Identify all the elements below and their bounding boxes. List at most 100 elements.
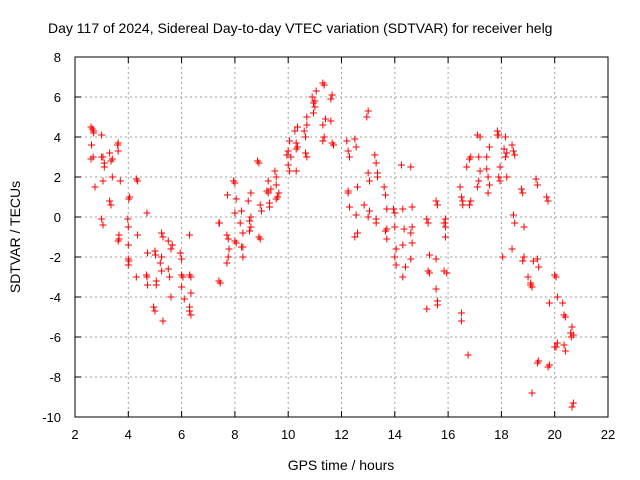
data-point <box>352 143 360 151</box>
data-point <box>151 251 159 259</box>
data-point <box>180 295 188 303</box>
data-point <box>303 113 311 121</box>
x-tick-label: 8 <box>231 427 238 442</box>
data-point <box>302 133 310 141</box>
data-point <box>224 235 232 243</box>
data-point <box>360 201 368 209</box>
data-point <box>552 273 560 281</box>
data-point <box>264 189 272 197</box>
data-point <box>399 205 407 213</box>
x-tick-label: 6 <box>178 427 185 442</box>
x-tick-label: 20 <box>547 427 561 442</box>
data-point <box>380 183 388 191</box>
data-point <box>90 127 98 135</box>
data-point <box>568 403 576 411</box>
data-point <box>247 213 255 221</box>
data-point <box>561 313 569 321</box>
data-point <box>560 341 568 349</box>
data-point <box>300 127 308 135</box>
data-point <box>292 139 300 147</box>
data-point <box>272 195 280 203</box>
data-point <box>345 203 353 211</box>
data-point <box>152 277 160 285</box>
data-point <box>407 163 415 171</box>
data-point <box>186 307 194 315</box>
data-point <box>392 261 400 269</box>
data-point <box>399 273 407 281</box>
data-point <box>543 193 551 201</box>
data-point <box>98 215 106 223</box>
data-point <box>98 131 106 139</box>
data-point <box>247 223 255 231</box>
data-point <box>483 165 491 173</box>
data-point <box>353 229 361 237</box>
data-point <box>158 253 166 261</box>
data-point <box>287 153 295 161</box>
data-point <box>225 245 233 253</box>
data-point <box>476 133 484 141</box>
data-point <box>178 255 186 263</box>
data-point <box>383 205 391 213</box>
data-point <box>178 271 186 279</box>
data-point <box>311 103 319 111</box>
data-point <box>223 259 231 267</box>
data-point <box>124 261 132 269</box>
data-point <box>291 127 299 135</box>
data-point <box>485 181 493 189</box>
data-point <box>134 177 142 185</box>
data-point <box>351 233 359 241</box>
data-point <box>164 237 172 245</box>
grid-layer <box>75 57 608 417</box>
data-point <box>151 307 159 315</box>
data-point <box>423 215 431 223</box>
y-tick-label: -8 <box>49 370 61 385</box>
data-point <box>464 351 472 359</box>
x-tick-label: 16 <box>441 427 455 442</box>
y-tick-label: 0 <box>54 210 61 225</box>
data-point <box>231 179 239 187</box>
data-point <box>535 357 543 365</box>
data-point <box>124 215 132 223</box>
data-point <box>166 273 174 281</box>
data-point <box>107 201 115 209</box>
data-point <box>246 217 254 225</box>
x-tick-label: 18 <box>494 427 508 442</box>
data-point <box>503 149 511 157</box>
data-point <box>258 207 266 215</box>
data-point <box>100 159 108 167</box>
data-point <box>373 173 381 181</box>
data-point <box>108 173 116 181</box>
data-point <box>501 153 509 161</box>
data-point <box>371 151 379 159</box>
data-point <box>310 109 318 117</box>
data-point <box>408 223 416 231</box>
data-point <box>223 231 231 239</box>
data-point <box>457 193 465 201</box>
data-point <box>353 183 361 191</box>
data-point <box>187 273 195 281</box>
data-point <box>432 255 440 263</box>
data-point <box>511 151 519 159</box>
y-tick-label: 2 <box>54 170 61 185</box>
data-point <box>561 347 569 355</box>
data-point <box>176 249 184 257</box>
data-point <box>143 249 151 257</box>
data-point <box>143 209 151 217</box>
data-point <box>302 149 310 157</box>
data-point <box>238 207 246 215</box>
data-point <box>159 233 167 241</box>
data-point <box>114 147 122 155</box>
data-point <box>519 189 527 197</box>
data-point <box>124 241 132 249</box>
data-point <box>511 219 519 227</box>
data-point <box>529 257 537 265</box>
data-point <box>500 145 508 153</box>
y-axis-label: SDTVAR / TECUs <box>7 181 23 293</box>
data-point <box>397 161 405 169</box>
data-point <box>457 309 465 317</box>
data-point <box>246 227 254 235</box>
data-point <box>391 209 399 217</box>
x-tick-label: 10 <box>281 427 295 442</box>
data-point <box>99 177 107 185</box>
